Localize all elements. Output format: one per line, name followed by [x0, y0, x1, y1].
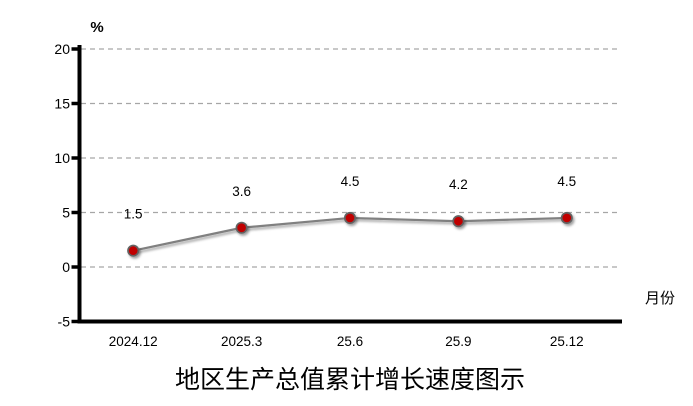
x-axis-label: 月份 — [645, 290, 675, 307]
x-tick-label: 2025.3 — [221, 334, 262, 349]
x-tick-label: 25.9 — [445, 334, 471, 349]
data-point-label: 4.5 — [557, 174, 576, 189]
y-tick-label: 10 — [54, 150, 70, 166]
x-tick-label: 25.6 — [337, 334, 363, 349]
data-point-marker — [127, 244, 140, 257]
data-point-label: 1.5 — [124, 207, 143, 222]
data-point-label: 3.6 — [232, 184, 251, 199]
y-axis-unit-label: % — [90, 19, 103, 36]
x-tick-label: 25.12 — [550, 334, 584, 349]
y-tick-label: -5 — [58, 314, 71, 330]
y-tick-label: 20 — [54, 41, 70, 57]
chart-title: 地区生产总值累计增长速度图示 — [174, 367, 525, 394]
data-point-marker — [452, 215, 465, 228]
y-tick-label: 15 — [54, 96, 70, 112]
y-tick-label: 5 — [62, 205, 70, 221]
data-point-label: 4.2 — [449, 177, 468, 192]
data-point-marker — [343, 211, 357, 224]
y-tick-label: 0 — [62, 259, 70, 275]
x-tick-label: 2024.12 — [109, 334, 158, 349]
data-point-marker — [235, 221, 248, 234]
data-point-label: 4.5 — [341, 174, 360, 189]
data-point-marker — [560, 211, 573, 224]
